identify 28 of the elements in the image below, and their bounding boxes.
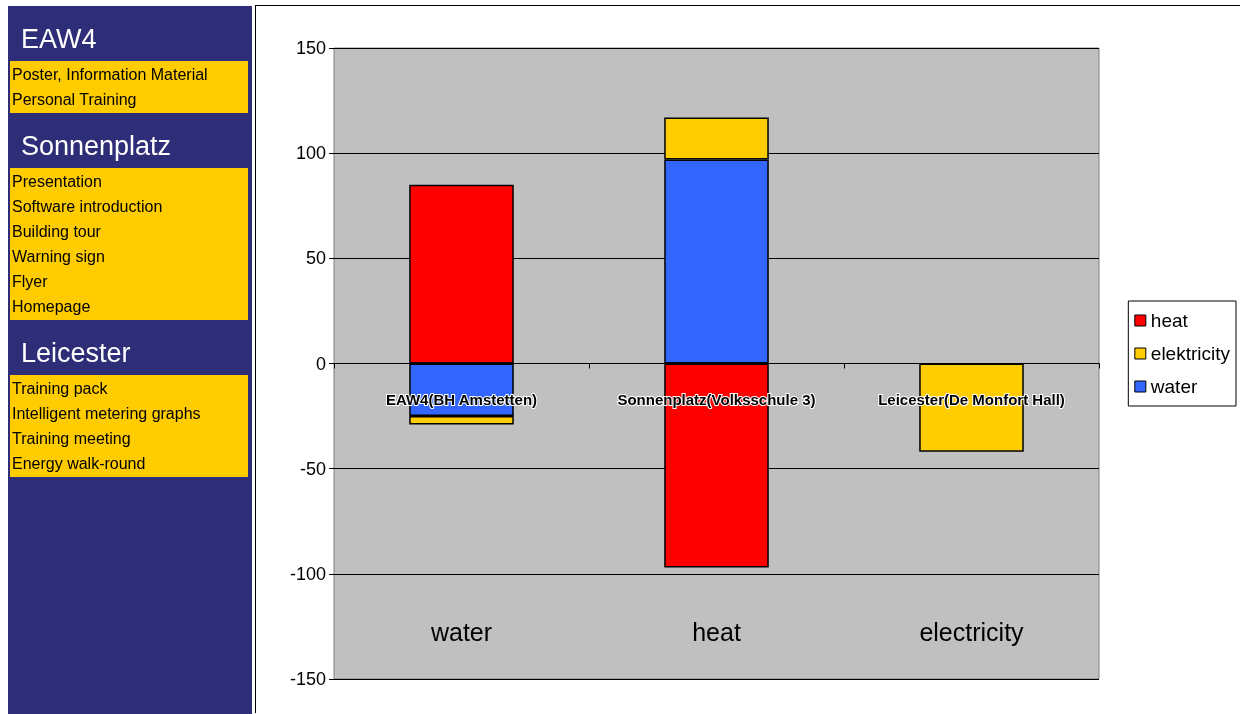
text: Presentation: [12, 173, 102, 190]
text: Homepage: [12, 298, 91, 315]
legend-label: heat: [1150, 310, 1189, 331]
text: Building tour: [12, 223, 101, 240]
text: Training pack: [12, 380, 108, 397]
category-label: EAW4: [20, 23, 98, 56]
category-label: Sonnenplatz: [20, 130, 173, 163]
y-tick-label: 150: [295, 38, 326, 58]
text: Flyer: [12, 273, 48, 290]
text: Energy walk-round: [12, 455, 146, 472]
legend-label: elektricity: [1150, 343, 1231, 364]
text: Intelligent metering graphs: [12, 405, 201, 422]
annotation: electricity: [919, 617, 1025, 646]
y-tick-label: -50: [299, 458, 326, 479]
text: Software introduction: [12, 198, 163, 215]
category-label: Leicester: [20, 337, 132, 370]
text: Poster, Information Material: [12, 66, 208, 83]
y-tick-label: 50: [305, 248, 326, 269]
text: Warning sign: [12, 248, 105, 265]
y-tick-label: -100: [289, 563, 326, 584]
text: Personal Training: [12, 91, 137, 108]
y-tick-label: -150: [289, 669, 326, 689]
y-tick-label: 0: [315, 353, 326, 374]
annotation: heat: [692, 617, 741, 646]
legend-label: water: [1149, 376, 1198, 397]
text: Training meeting: [12, 430, 131, 447]
y-tick-label: 100: [295, 143, 326, 164]
annotation: water: [429, 617, 493, 646]
